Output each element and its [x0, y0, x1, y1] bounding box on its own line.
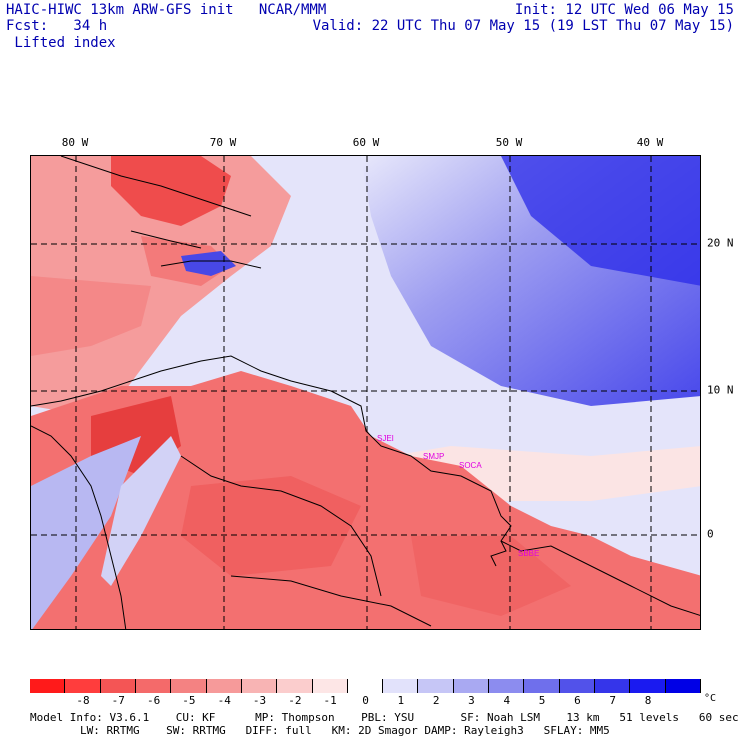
unstable-central-america-sea: [31, 276, 151, 356]
forecast-hour: Fcst: 34 h: [6, 18, 108, 34]
lat-label-0: 0: [707, 527, 714, 541]
colorbar-cell: [383, 679, 419, 693]
colorbar-cell: [30, 679, 66, 693]
colorbar-tick-label: 5: [538, 694, 546, 707]
colorbar-cell: [630, 679, 666, 693]
stable-andes-strip: [101, 436, 181, 586]
lifted-index-map: SJEI SMJP SOCA SBBE: [30, 155, 701, 630]
stable-pacific: [31, 436, 141, 629]
colorbar-cell: [135, 679, 172, 693]
init-time: Init: 12 UTC Wed 06 May 15: [514, 2, 734, 18]
lat-label-10n: 10 N: [707, 383, 734, 397]
station-label-soca: SOCA: [459, 461, 482, 470]
colorbar-cell: [595, 679, 631, 693]
colorbar-tick-label: -4: [217, 694, 231, 707]
valid-time: Valid: 22 UTC Thu 07 May 15 (19 LST Thu …: [312, 18, 734, 34]
coastlines: [31, 156, 700, 629]
colorbar: [30, 679, 701, 693]
colorbar-tick-label: 2: [432, 694, 440, 707]
colorbar-cell: [489, 679, 525, 693]
colorbar-tick-label: 6: [574, 694, 581, 707]
colorbar-tick-label: -2: [288, 694, 302, 707]
colorbar-tick-label: -5: [182, 694, 196, 707]
lat-label-20n: 20 N: [707, 236, 734, 250]
station-label-smjp: SMJP: [423, 452, 444, 461]
colorbar-tick-label: -6: [146, 694, 161, 707]
colorbar-cell: [524, 679, 560, 693]
map-canvas: SJEI SMJP SOCA SBBE: [31, 156, 700, 629]
lon-label-80w: 80 W: [61, 136, 89, 149]
station-label-sbbe: SBBE: [518, 549, 539, 558]
graticule: [31, 156, 700, 629]
model-info-line2: LW: RRTMG SW: RRTMG DIFF: full KM: 2D Sm…: [80, 724, 610, 737]
colorbar-cell: [65, 679, 101, 693]
unstable-caribbean-west: [31, 156, 291, 416]
unstable-amazon-east: [411, 536, 571, 616]
stable-hispaniola: [181, 251, 236, 276]
colorbar-tick-label: -3: [252, 694, 267, 707]
lon-label-50w: 50 W: [495, 136, 523, 149]
lon-label-40w: 40 W: [636, 136, 664, 149]
lon-label-60w: 60 W: [352, 136, 380, 149]
colorbar-tick-label: 3: [468, 694, 475, 707]
very-stable-core: [501, 156, 700, 286]
colorbar-cell: [312, 679, 348, 693]
colorbar-tick-label: 1: [397, 694, 405, 707]
colorbar-cell: [665, 679, 701, 693]
colorbar-cell: [206, 679, 242, 693]
colorbar-tick-labels: -8 -7 -6 -5 -4 -3 -2 -1 0 1 2 3 4 5 6 7 8: [30, 694, 701, 708]
colorbar-cell: [277, 679, 313, 693]
model-title: HAIC-HIWC 13km ARW-GFS init NCAR/MMM: [6, 2, 327, 18]
colorbar-cell: [100, 679, 136, 693]
colorbar-tick-label: 4: [503, 694, 511, 707]
colorbar-tick-label: 7: [609, 694, 617, 707]
colorbar-cell: [171, 679, 207, 693]
colorbar-cell: [453, 679, 490, 693]
colorbar-cell: [559, 679, 596, 693]
colorbar-tick-label: 0: [362, 694, 369, 707]
colorbar-tick-label: 8: [644, 694, 652, 707]
colorbar-cell: [347, 679, 384, 693]
lon-label-70w: 70 W: [209, 136, 237, 149]
colorbar-tick-label: -1: [323, 694, 337, 707]
colorbar-tick-label: -8: [76, 694, 90, 707]
field-name: Lifted index: [6, 35, 116, 51]
unstable-amazon-west: [181, 476, 361, 576]
colorbar-tick-label: -7: [111, 694, 125, 707]
unstable-cuba: [111, 156, 231, 226]
colorbar-cell: [241, 679, 278, 693]
model-info-line1: Model Info: V3.6.1 CU: KF MP: Thompson P…: [30, 711, 739, 724]
colorbar-unit: °C: [704, 693, 717, 704]
colorbar-cell: [418, 679, 454, 693]
station-label-sjei: SJEI: [377, 434, 394, 443]
